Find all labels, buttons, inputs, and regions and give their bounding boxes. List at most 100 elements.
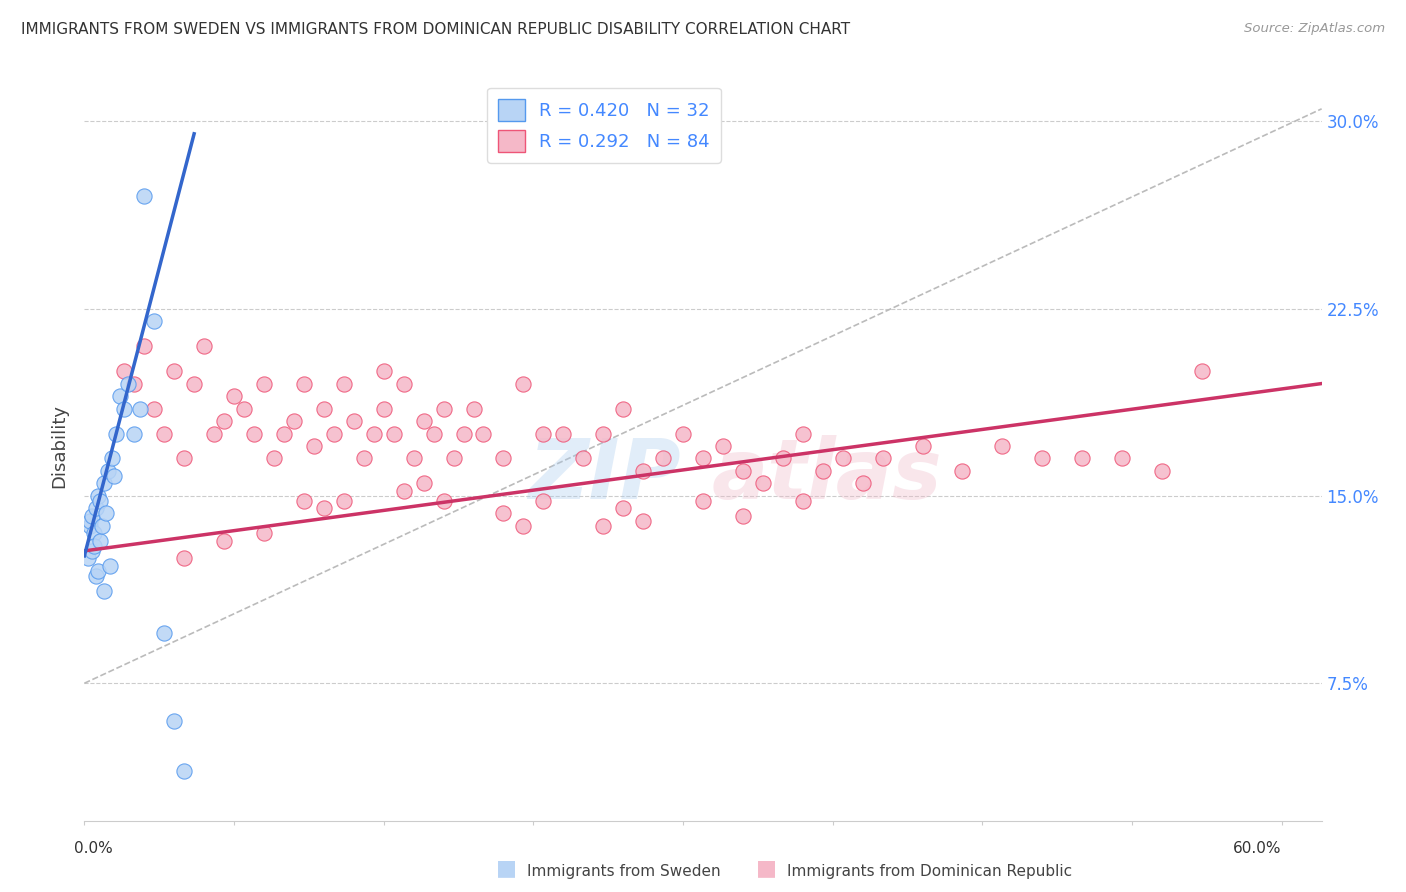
Point [631,464,654,478]
Point [463,401,485,416]
Point [193,339,215,353]
Point [512,376,534,391]
Point [292,494,315,508]
Point [183,376,205,391]
Point [143,314,166,328]
Point [363,426,385,441]
Point [1150,464,1173,478]
Point [453,426,475,441]
Point [792,426,814,441]
Point [212,533,235,548]
Point [87,564,110,578]
Point [392,376,415,391]
Point [89,533,111,548]
Text: Immigrants from Dominican Republic: Immigrants from Dominican Republic [787,863,1073,879]
Point [692,451,714,466]
Point [101,451,124,466]
Point [163,364,186,378]
Text: Source: ZipAtlas.com: Source: ZipAtlas.com [1244,22,1385,36]
Point [253,526,276,541]
Point [731,464,754,478]
Point [432,401,454,416]
Point [273,426,295,441]
Point [173,451,195,466]
Point [253,376,276,391]
Point [96,507,118,521]
Point [82,544,104,558]
Point [233,401,256,416]
Point [79,514,101,528]
Point [212,414,235,428]
Point [612,401,634,416]
Point [86,569,108,583]
Point [531,494,554,508]
Point [373,364,395,378]
Point [672,426,695,441]
Point [652,451,675,466]
Point [312,401,335,416]
Point [143,401,166,416]
Point [112,401,135,416]
Point [112,364,135,378]
Text: ■: ■ [496,859,516,879]
Text: 60.0%: 60.0% [1233,840,1282,855]
Point [612,501,634,516]
Point [93,476,115,491]
Text: ■: ■ [756,859,776,879]
Point [202,426,225,441]
Point [292,376,315,391]
Point [263,451,285,466]
Point [77,551,100,566]
Point [531,426,554,441]
Point [89,494,111,508]
Point [98,558,121,573]
Point [322,426,344,441]
Point [353,451,375,466]
Y-axis label: Disability: Disability [51,404,69,488]
Point [472,426,495,441]
Point [82,508,104,523]
Point [91,519,114,533]
Point [553,426,575,441]
Point [283,414,305,428]
Point [392,483,415,498]
Point [402,451,425,466]
Legend: R = 0.420   N = 32, R = 0.292   N = 84: R = 0.420 N = 32, R = 0.292 N = 84 [486,88,721,162]
Point [97,464,120,478]
Point [134,339,156,353]
Point [692,494,714,508]
Point [122,426,145,441]
Point [1071,451,1094,466]
Point [110,389,132,403]
Point [333,376,356,391]
Point [432,494,454,508]
Point [302,439,325,453]
Point [631,514,654,528]
Text: Immigrants from Sweden: Immigrants from Sweden [527,863,721,879]
Point [134,189,156,203]
Point [1031,451,1053,466]
Point [173,551,195,566]
Point [412,476,434,491]
Point [752,476,775,491]
Point [122,376,145,391]
Point [1191,364,1213,378]
Point [412,414,434,428]
Point [731,508,754,523]
Text: atlas: atlas [711,435,942,516]
Point [373,401,395,416]
Point [129,401,152,416]
Point [592,426,614,441]
Point [852,476,875,491]
Point [811,464,834,478]
Point [492,451,515,466]
Point [83,539,105,553]
Text: ZIP: ZIP [527,435,681,516]
Text: 0.0%: 0.0% [75,840,112,855]
Point [173,764,195,778]
Point [222,389,245,403]
Point [512,519,534,533]
Text: IMMIGRANTS FROM SWEDEN VS IMMIGRANTS FROM DOMINICAN REPUBLIC DISABILITY CORRELAT: IMMIGRANTS FROM SWEDEN VS IMMIGRANTS FRO… [21,22,851,37]
Point [153,626,176,640]
Point [792,494,814,508]
